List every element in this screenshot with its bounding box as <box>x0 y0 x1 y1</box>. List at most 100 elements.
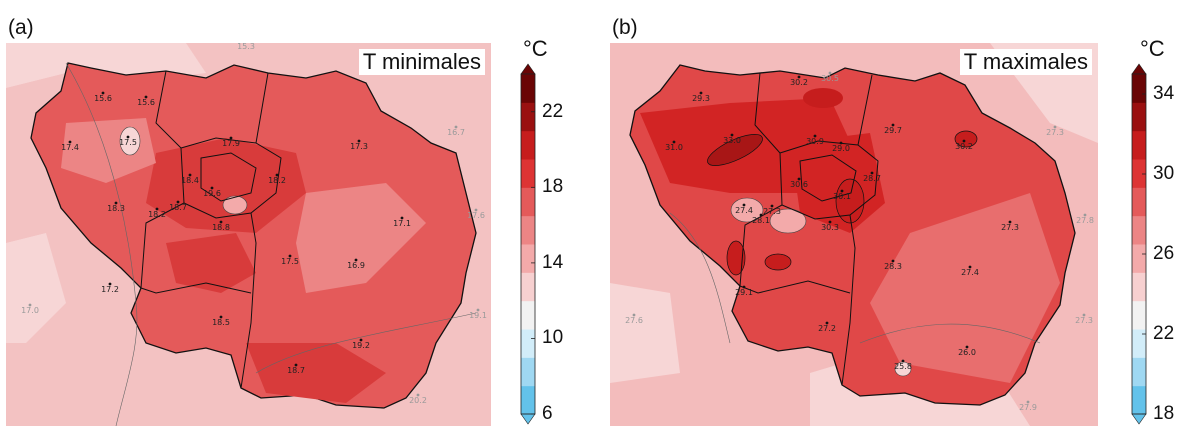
panel-b-station-marker <box>891 259 895 263</box>
panel-a-station-marker <box>68 140 72 144</box>
panel-a-station-value: 17.1 <box>393 219 411 228</box>
panel-a-colorbar-swatch <box>521 74 535 103</box>
panel-b-station-value: 27.3 <box>1046 128 1064 137</box>
panel-b-colorbar-swatch <box>1132 244 1146 273</box>
panel-b-station-value: 28.7 <box>863 174 881 183</box>
panel-b-station-value: 27.8 <box>1076 216 1094 225</box>
panel-b-station-value: 31.0 <box>665 143 683 152</box>
panel-a-station-marker <box>359 338 363 342</box>
panel-b-station-marker <box>1008 220 1012 224</box>
panel-a-colorbar <box>520 63 536 425</box>
panel-a-colorbar-tick-label: 10 <box>542 327 564 349</box>
department-borders <box>739 72 879 386</box>
panel-b-station-marker <box>1083 213 1087 217</box>
panel-a-station-marker <box>357 139 361 143</box>
panel-b-map-svg <box>610 43 1098 426</box>
panel-b-colorbar-swatch <box>1132 272 1146 302</box>
panel-a-station-marker <box>28 303 32 307</box>
panel-b-station-marker <box>962 139 966 143</box>
panel-b-station-marker <box>965 345 969 349</box>
panel-a-station-value: 18.5 <box>212 318 230 327</box>
panel-b-station-marker <box>968 265 972 269</box>
panel-a-station-value: 17.3 <box>350 142 368 151</box>
panel-b-station-marker <box>759 213 763 217</box>
panel-b-station-value: 30.6 <box>790 180 808 189</box>
panel-a-station-value: 19.2 <box>352 341 370 350</box>
panel-b-station-marker <box>901 359 905 363</box>
panel-a-colorbar-tick-label: 22 <box>542 100 564 122</box>
panel-b-station-value: 29.1 <box>735 288 753 297</box>
panel-b-station-marker <box>840 189 844 193</box>
panel-b-station-marker <box>828 220 832 224</box>
panel-a-letter: (a) <box>8 16 34 39</box>
panel-a-colorbar-tick-label: 14 <box>542 251 564 273</box>
panel-b-station-value: 28.3 <box>884 262 902 271</box>
panel-b-colorbar-swatch <box>1132 130 1146 160</box>
panel-a-stations: 15.3 15.6 15.6 16.7 17.4 17.5 17.9 17.3 18.4 18.2… <box>21 43 487 405</box>
panel-b-map: 30.5 29.3 30.2 27.3 31.0 33.0 30.9 29.0 29.7 30.2… <box>610 43 1098 426</box>
panel-a-station-marker <box>416 393 420 397</box>
panel-b-station-marker <box>1082 313 1086 317</box>
panel-b-station-marker <box>891 123 895 127</box>
cool-pocket <box>222 195 248 215</box>
panel-b-colorbar-swatch <box>1132 329 1146 358</box>
warm-core <box>166 233 256 293</box>
panel-b-station-value: 30.1 <box>833 192 851 201</box>
hot-spot <box>726 240 746 276</box>
panel-a-station-marker <box>126 135 130 139</box>
panel-b-station-value: 27.4 <box>961 268 979 277</box>
panel-b-station-value: 27.9 <box>1019 403 1037 412</box>
panel-b-colorbar-swatch <box>1132 102 1146 132</box>
panel-b-colorbar <box>1131 63 1147 425</box>
panel-b-colorbar-tick-label: 34 <box>1153 83 1175 104</box>
panel-b-colorbar-tick-label: 18 <box>1153 403 1175 424</box>
panel-a-station-marker <box>155 207 159 211</box>
panel-b-station-value: 27.2 <box>818 324 836 333</box>
panel-a-colorbar-min-arrow <box>520 413 536 425</box>
panel-b-station-value: 30.2 <box>790 78 808 87</box>
panel-a-station-value: 18.2 <box>268 176 286 185</box>
panel-a-colorbar-frame <box>520 73 536 415</box>
panel-a-colorbar-swatch <box>521 385 535 415</box>
panel-b-station-marker <box>813 134 817 138</box>
panel-a-title: T minimales <box>358 49 485 75</box>
panel-b-station-marker <box>797 75 801 79</box>
panel-b-colorbar-frame <box>1131 73 1147 415</box>
panel-b-stations: 30.5 29.3 30.2 27.3 31.0 33.0 30.9 29.0 29.7 30.2… <box>625 71 1094 412</box>
panel-b-station-marker <box>1026 400 1030 404</box>
panel-b-station-value: 27.3 <box>1075 316 1093 325</box>
panel-b-station-marker <box>730 133 734 137</box>
panel-b-station-marker <box>742 285 746 289</box>
cool-pocket <box>730 197 764 223</box>
panel-b-station-value: 30.2 <box>955 142 973 151</box>
panel-a-station-value: 15.3 <box>237 43 255 51</box>
panel-b-station-value: 28.1 <box>752 216 770 225</box>
panel-b-station-marker <box>742 203 746 207</box>
panel-b-station-value: 29.0 <box>832 144 850 153</box>
panel-a-unit: °C <box>523 36 548 61</box>
panel-a-station-marker <box>188 173 192 177</box>
panel-a-station-marker <box>114 201 118 205</box>
panel-a-station-value: 15.6 <box>137 98 155 107</box>
panel-b-station-value: 27.6 <box>625 316 643 325</box>
panel-a-colorbar-swatch <box>521 329 535 358</box>
panel-a-station-marker <box>101 91 105 95</box>
cool-zone <box>6 233 66 343</box>
panel-a-colorbar-swatch <box>521 102 535 132</box>
panel-a-station-marker <box>219 220 223 224</box>
panel-b-colorbar-tick-label: 26 <box>1153 243 1175 264</box>
panel-b-station-value: 30.9 <box>806 137 824 146</box>
panel-a-station-value: 20.2 <box>409 396 427 405</box>
panel-b-colorbar-swatch <box>1132 385 1146 415</box>
panel-b-station-value: 30.5 <box>821 74 839 83</box>
panel-a-station-value: 19.1 <box>469 311 487 320</box>
panel-b-station-marker <box>672 140 676 144</box>
panel-a-colorbar-swatch <box>521 300 535 330</box>
panel-b-station-marker <box>770 204 774 208</box>
panel-b-station-marker <box>839 141 843 145</box>
panel-b-colorbar-swatch <box>1132 215 1146 245</box>
panel-a-station-value: 17.6 <box>467 211 485 220</box>
panel-a-station-value: 17.9 <box>222 139 240 148</box>
panel-b-colorbar-min-arrow <box>1131 413 1147 425</box>
panel-b-station-marker <box>1053 125 1057 129</box>
